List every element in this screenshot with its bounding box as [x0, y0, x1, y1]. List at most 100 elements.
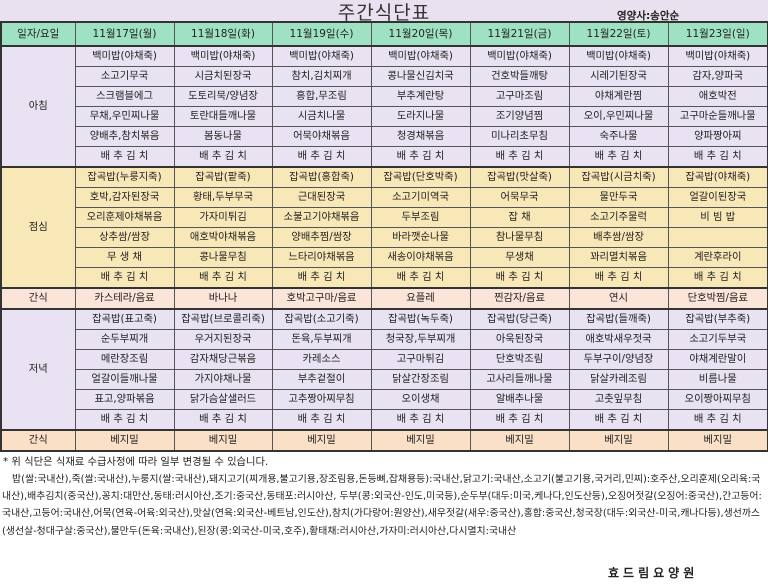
breakfast-row: 스크램블에그 도토리묵/양념장 홍합,무조림 부추계란탕 고구마조림 야채계란찜 애호박전: [1, 86, 768, 107]
breakfast-row: 무채,우민찌나물 토란대들깨나물 시금치나물 도라지나물 조기양념찜 오이,우민찌나물 고구…: [1, 106, 768, 127]
menu-cell: 닭살카레조림: [568, 369, 669, 390]
menu-cell: 무채,우민찌나물: [74, 106, 175, 127]
menu-cell: 오이생채: [370, 389, 471, 410]
menu-cell: 잡곡밥(표고죽): [74, 308, 175, 330]
origin-info-text: 밥(쌀:국내산),죽(쌀:국내산),누룽지(쌀:국내산),돼지고기(찌개용,불고…: [2, 474, 762, 537]
menu-cell: 호박,감자된장국: [74, 187, 175, 208]
menu-cell: 배 추 김 치: [469, 146, 570, 168]
snack-cell: 카스테라/음료: [74, 287, 175, 310]
menu-cell: 감자,양파국: [667, 66, 768, 87]
menu-cell: 두부조림: [370, 207, 471, 228]
menu-cell: 백미밥(야채죽): [667, 45, 768, 67]
menu-cell: 계란후라이: [667, 247, 768, 268]
menu-cell: 배 추 김 치: [370, 267, 471, 289]
menu-cell: 배 추 김 치: [667, 267, 768, 289]
menu-cell: 콩나물신김치국: [370, 66, 471, 87]
menu-cell: 배 추 김 치: [271, 409, 372, 431]
menu-cell: 야채계란찜: [568, 86, 669, 107]
menu-cell: 어묵야채볶음: [271, 126, 372, 147]
snack-cell: 요플레: [370, 287, 471, 310]
menu-cell: 미나리초무침: [469, 126, 570, 147]
menu-cell: 배 추 김 치: [74, 146, 175, 168]
snack-cell: 찐감자/음료: [469, 287, 570, 310]
menu-cell: 고구마튀김: [370, 349, 471, 370]
menu-cell: 소고기두부국: [667, 329, 768, 350]
menu-cell: 오이짱아찌무침: [667, 389, 768, 410]
menu-cell: 잡곡밥(맛살죽): [469, 166, 570, 188]
menu-cell: 두부구이/양념장: [568, 349, 669, 370]
menu-cell: 잡곡밥(소고기죽): [271, 308, 372, 330]
menu-cell: 순두부찌개: [74, 329, 175, 350]
menu-cell: 꽈리멸치볶음: [568, 247, 669, 268]
menu-cell: 양배추찜/쌈장: [271, 227, 372, 248]
menu-cell: 배 추 김 치: [271, 146, 372, 168]
menu-cell: 배 추 김 치: [173, 409, 273, 431]
breakfast-row: 아침 백미밥(야채죽) 백미밥(야채죽) 백미밥(야채죽) 백미밥(야채죽) 백미밥(야채…: [0, 45, 768, 168]
menu-cell: [667, 227, 768, 248]
menu-cell: 잡곡밥(팥죽): [173, 166, 273, 188]
menu-cell: 무 생 채: [74, 247, 175, 268]
day-header: 11월18일(화): [173, 21, 273, 47]
menu-cell: 건호박들깨탕: [469, 66, 570, 87]
snack-cell: 연시: [568, 287, 669, 310]
menu-cell: 콩나물무침: [173, 247, 273, 268]
menu-cell: 상추쌈/쌈장: [74, 227, 175, 248]
menu-cell: 애호박새우젓국: [568, 329, 669, 350]
weekly-menu-table: 일자/요일 11월17일(월) 11월18일(화) 11월19일(수) 11월2…: [0, 21, 768, 452]
menu-cell: 잡곡밥(홍합죽): [271, 166, 372, 188]
menu-cell: 고춧잎무침: [568, 389, 669, 410]
menu-cell: 백미밥(야채죽): [568, 45, 669, 67]
menu-cell: 도라지나물: [370, 106, 471, 127]
menu-cell: 스크램블에그: [74, 86, 175, 107]
nutritionist-label: 영양사:송안순: [617, 10, 680, 22]
menu-cell: 배 추 김 치: [74, 267, 175, 289]
menu-cell: 돈육,두부찌개: [271, 329, 372, 350]
menu-cell: 소고기무국: [74, 66, 175, 87]
menu-cell: 배 추 김 치: [469, 409, 570, 431]
menu-cell: 애호박야채볶음: [173, 227, 273, 248]
breakfast-label: 아침: [0, 45, 76, 168]
snack1-label: 간식: [0, 287, 76, 310]
page-title: 주간식단표: [337, 2, 431, 24]
menu-cell: 잡곡밥(브로콜리죽): [173, 308, 273, 330]
menu-cell: 조기양념찜: [469, 106, 570, 127]
menu-cell: 소고기주물럭: [568, 207, 669, 228]
snack1-row: 간식 카스테라/음료 바나나 호박고구마/음료 요플레 찐감자/음료 연시 단호박찜/음료: [0, 287, 768, 310]
menu-cell: 카레소스: [271, 349, 372, 370]
lunch-row: 오리훈제야채볶음 가자미튀김 소불고기야채볶음 두부조림 잡 채 소고기주물럭 비 빔 밥: [1, 207, 768, 228]
day-header: 11월23일(일): [667, 21, 768, 47]
menu-cell: 배 추 김 치: [667, 146, 768, 168]
menu-cell: 시금치된장국: [173, 66, 273, 87]
menu-cell: 느타리야채볶음: [271, 247, 372, 268]
menu-cell: 무생채: [469, 247, 570, 268]
menu-cell: 근대된장국: [271, 187, 372, 208]
menu-cell: 고구마조림: [469, 86, 570, 107]
dinner-label: 저녁: [0, 308, 76, 431]
menu-cell: 잡곡밥(들깨죽): [568, 308, 669, 330]
snack-cell: 바나나: [173, 287, 273, 310]
menu-cell: 아욱된장국: [469, 329, 570, 350]
menu-cell: 고구마순들깨나물: [667, 106, 768, 127]
menu-cell: 배 추 김 치: [173, 267, 273, 289]
menu-cell: 잡곡밥(녹두죽): [370, 308, 471, 330]
menu-cell: 시레기된장국: [568, 66, 669, 87]
menu-cell: 우거지된장국: [173, 329, 273, 350]
menu-cell: 백미밥(야채죽): [370, 45, 471, 67]
menu-cell: 황태,두부무국: [173, 187, 273, 208]
menu-cell: 잡곡밥(누룽지죽): [74, 166, 175, 188]
snack-cell: 단호박찜/음료: [667, 287, 768, 310]
menu-cell: 얼갈이들깨나물: [74, 369, 175, 390]
menu-cell: 얼갈이된장국: [667, 187, 768, 208]
menu-cell: 백미밥(야채죽): [74, 45, 175, 67]
menu-cell: 비름나물: [667, 369, 768, 390]
title-band: [0, 0, 768, 22]
breakfast-row: 소고기무국 시금치된장국 참치,김치찌개 콩나물신김치국 건호박들깨탕 시레기된장국 감자,…: [1, 66, 768, 87]
lunch-row: 상추쌈/쌈장 애호박야채볶음 양배추찜/쌈장 바라깻순나물 참나물무침 배추쌈/쌈장: [1, 227, 768, 248]
menu-cell: 야채계란말이: [667, 349, 768, 370]
lunch-row: 호박,감자된장국 황태,두부무국 근대된장국 소고기미역국 어묵무국 물만두국 얼갈이된장국: [1, 187, 768, 208]
dinner-row: 표고,양파볶음 닭가슴살샐러드 고추짱아찌무침 오이생채 알배추나물 고춧잎무침 오이짱아찌…: [1, 389, 768, 410]
menu-cell: 홍합,무조림: [271, 86, 372, 107]
snack2-label: 간식: [0, 429, 76, 452]
